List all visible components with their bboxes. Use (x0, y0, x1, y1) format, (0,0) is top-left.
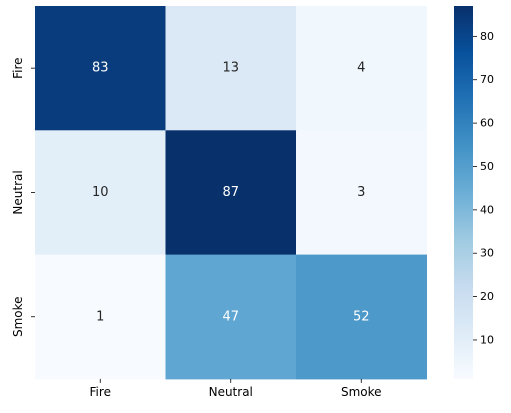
y-axis: Fire Neutral Smoke (11, 57, 35, 337)
colorbar-tick-label: 50 (480, 160, 494, 173)
x-tick-label: Fire (90, 385, 111, 399)
cell-value-label: 47 (222, 309, 239, 324)
heatmap-cell (35, 130, 166, 256)
cell-value-label: 4 (357, 61, 365, 76)
x-tick-label: Smoke (341, 385, 382, 399)
cell-value-label: 10 (92, 185, 109, 200)
y-tick-label: Neutral (11, 170, 25, 214)
heatmap-cell (296, 6, 427, 131)
y-tick-label: Smoke (11, 296, 25, 337)
cell-value-label: 52 (353, 309, 370, 324)
cell-value-label: 87 (222, 185, 239, 200)
heatmap-cell (35, 254, 166, 380)
cell-value-label: 13 (222, 61, 239, 76)
heatmap-cell (165, 254, 297, 380)
heatmap-cell (35, 6, 166, 131)
colorbar-tick-label: 80 (480, 30, 494, 43)
heatmap-cell (165, 130, 297, 256)
colorbar-tick-label: 60 (480, 117, 494, 130)
cell-value-label: 3 (357, 185, 365, 200)
heatmap-cell (296, 254, 427, 380)
x-axis: Fire Neutral Smoke (90, 378, 382, 399)
colorbar: 10 20 30 40 50 60 70 80 (454, 6, 494, 379)
colorbar-gradient (454, 6, 473, 379)
cell-value-label: 83 (92, 61, 109, 76)
heatmap-cell (296, 130, 427, 256)
colorbar-tick-label: 20 (480, 290, 494, 303)
colorbar-tick-label: 70 (480, 73, 494, 86)
heatmap-cells: 83 13 4 10 87 3 1 47 52 (35, 6, 427, 380)
heatmap-cell (165, 6, 297, 131)
colorbar-tick-label: 30 (480, 247, 494, 260)
colorbar-tick-label: 10 (480, 333, 494, 346)
cell-value-label: 1 (96, 309, 104, 324)
x-tick-label: Neutral (209, 385, 253, 399)
y-tick-label: Fire (11, 57, 25, 78)
colorbar-tick-label: 40 (480, 203, 494, 216)
